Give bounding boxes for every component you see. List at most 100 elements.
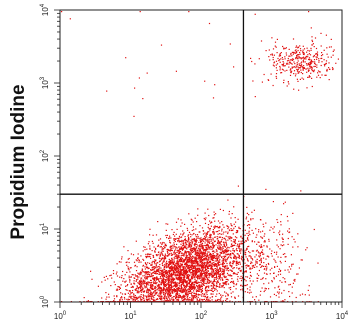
- data-point: [224, 281, 226, 283]
- data-point: [218, 257, 220, 259]
- data-point: [317, 70, 320, 72]
- data-point: [203, 264, 206, 266]
- data-point: [280, 269, 282, 272]
- data-point: [161, 242, 163, 244]
- data-point: [224, 238, 227, 240]
- data-point: [258, 255, 260, 257]
- data-point: [193, 244, 195, 246]
- data-point: [152, 272, 154, 274]
- data-point: [173, 279, 175, 281]
- data-point: [221, 271, 223, 273]
- data-point: [279, 61, 281, 63]
- data-point: [300, 57, 302, 59]
- data-point: [172, 286, 174, 288]
- data-point: [172, 266, 174, 268]
- data-point: [170, 275, 172, 277]
- data-point: [313, 69, 315, 71]
- data-point: [166, 298, 169, 300]
- data-point: [147, 291, 149, 293]
- data-point: [185, 239, 187, 242]
- data-point: [326, 47, 328, 49]
- data-point: [287, 230, 289, 232]
- data-point: [151, 275, 153, 277]
- data-point: [227, 225, 229, 227]
- data-point: [173, 246, 175, 248]
- data-point: [215, 273, 217, 276]
- data-point: [262, 277, 264, 279]
- data-point: [175, 290, 177, 293]
- data-point: [270, 54, 272, 56]
- data-point: [188, 279, 190, 281]
- data-point: [206, 283, 208, 285]
- data-point: [119, 287, 121, 289]
- data-point: [169, 298, 171, 300]
- data-point: [183, 271, 185, 273]
- data-point: [200, 271, 202, 273]
- data-point: [212, 253, 214, 255]
- data-point: [203, 281, 205, 283]
- data-point: [200, 241, 202, 243]
- data-point: [251, 258, 253, 260]
- data-point: [155, 293, 157, 295]
- data-point: [318, 58, 320, 60]
- data-point: [198, 274, 200, 276]
- data-point: [182, 284, 185, 286]
- data-point: [191, 274, 193, 276]
- data-point: [170, 281, 173, 283]
- data-point: [140, 279, 142, 281]
- data-point: [145, 264, 147, 266]
- data-point: [199, 256, 201, 258]
- data-point: [181, 264, 184, 266]
- data-point: [199, 264, 201, 266]
- data-point: [149, 290, 151, 292]
- data-point: [269, 59, 271, 61]
- data-point: [241, 285, 243, 287]
- data-point: [198, 265, 200, 267]
- data-point: [253, 209, 255, 211]
- data-point: [273, 65, 275, 67]
- data-point: [224, 265, 226, 267]
- data-point: [277, 246, 279, 248]
- data-point: [141, 268, 143, 270]
- data-point: [302, 78, 305, 80]
- data-point: [191, 240, 193, 242]
- data-point: [215, 274, 217, 276]
- data-point: [210, 256, 212, 258]
- data-point: [150, 294, 152, 296]
- data-point: [306, 64, 308, 66]
- data-point: [188, 241, 190, 243]
- data-point: [261, 237, 264, 239]
- data-point: [176, 261, 178, 263]
- data-point: [206, 257, 208, 259]
- data-point: [264, 241, 266, 243]
- data-point: [222, 268, 224, 270]
- data-point: [232, 248, 234, 250]
- data-point: [208, 261, 210, 264]
- data-point: [245, 271, 247, 273]
- data-point: [215, 272, 217, 274]
- data-point: [271, 255, 273, 257]
- data-point: [276, 38, 278, 40]
- data-point: [228, 249, 230, 252]
- data-point: [144, 273, 146, 275]
- data-point: [161, 243, 163, 245]
- data-point: [239, 228, 241, 230]
- data-point: [268, 49, 270, 51]
- data-point: [190, 223, 192, 226]
- data-point: [218, 286, 220, 288]
- data-point: [144, 278, 147, 280]
- data-point: [140, 289, 143, 292]
- data-point: [212, 283, 214, 285]
- data-point: [189, 290, 191, 292]
- data-point: [180, 290, 182, 292]
- data-point: [218, 226, 220, 228]
- data-point: [216, 254, 218, 256]
- data-point: [209, 233, 211, 235]
- data-point: [191, 267, 193, 269]
- data-point: [247, 237, 249, 239]
- data-point: [177, 289, 179, 291]
- data-point: [309, 65, 311, 67]
- data-point: [303, 65, 305, 67]
- data-point: [155, 254, 157, 256]
- data-point: [291, 58, 294, 60]
